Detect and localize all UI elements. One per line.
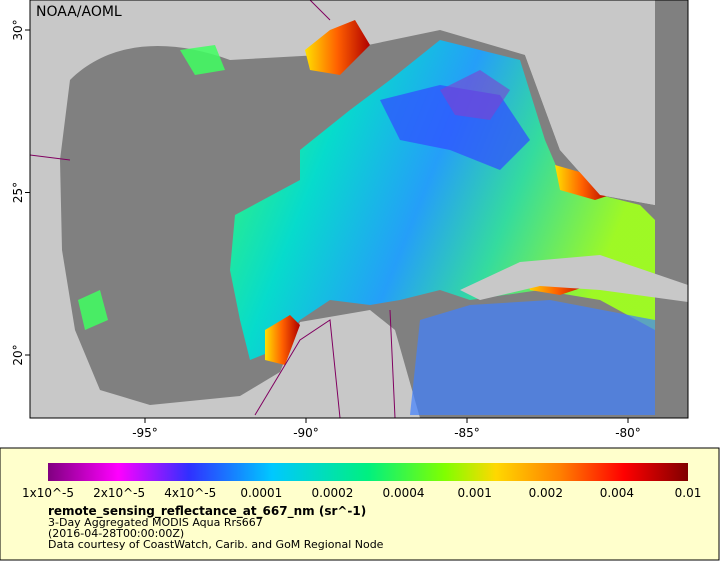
data-shelf-florida xyxy=(555,165,610,200)
lon-tick-label: -85° xyxy=(454,426,480,440)
borders xyxy=(30,0,396,418)
colorbar-label: 0.0001 xyxy=(240,486,282,500)
colorbar-label: 0.0004 xyxy=(383,486,425,500)
colorbar-label: 0.001 xyxy=(457,486,491,500)
data-shelf-louisiana xyxy=(305,20,370,75)
colorbar-label: 0.0002 xyxy=(311,486,353,500)
colorbar-label: 4x10^-5 xyxy=(164,486,216,500)
lon-tick-label: -80° xyxy=(615,426,641,440)
florida xyxy=(525,40,655,205)
lon-tick-label: -90° xyxy=(293,426,319,440)
colorbar-label: 1x10^-5 xyxy=(22,486,74,500)
data-texas xyxy=(78,45,225,330)
colorbar-label: 0.01 xyxy=(675,486,702,500)
description: 3-Day Aggregated MODIS Aqua Rrs667 xyxy=(48,516,263,529)
lat-tick-label: 25° xyxy=(11,182,25,203)
time: (2016-04-28T00:00:00Z) xyxy=(48,527,184,540)
colorbar-label: 0.004 xyxy=(600,486,634,500)
lat-tick-label: 20° xyxy=(11,344,25,365)
lat-tick-label: 30° xyxy=(11,19,25,40)
cuba xyxy=(460,255,688,302)
data-caribbean xyxy=(410,300,655,415)
map xyxy=(30,0,688,418)
lon-tick-label: -95° xyxy=(132,426,158,440)
data-purple xyxy=(440,70,510,120)
credit: NOAA/AOML xyxy=(36,4,122,20)
ticks: -95° -90° -85° -80° 30° 25° 20° xyxy=(11,19,641,440)
colorbar-label: 0.002 xyxy=(529,486,563,500)
colorbar xyxy=(48,463,688,481)
data-shelf-campeche xyxy=(265,315,300,365)
colorbar-labels: 1x10^-5 2x10^-5 4x10^-5 0.0001 0.0002 0.0004 0… xyxy=(22,486,701,500)
map-frame xyxy=(29,0,689,419)
variable: remote_sensing_reflectance_at_667_nm (sr… xyxy=(48,504,366,519)
colorbar-label: 2x10^-5 xyxy=(93,486,145,500)
source: Data courtesy of CoastWatch, Carib. and … xyxy=(48,538,384,551)
